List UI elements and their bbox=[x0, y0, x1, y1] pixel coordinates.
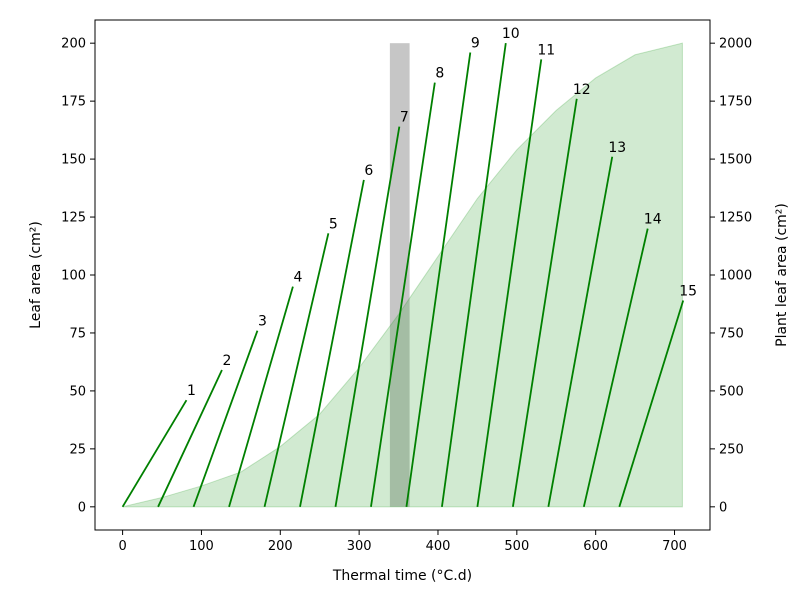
y-tick-label: 50 bbox=[69, 384, 86, 399]
leaf-label-2: 2 bbox=[222, 353, 231, 369]
leaf-line-14 bbox=[582, 228, 649, 508]
x-tick-label: 100 bbox=[189, 539, 214, 554]
leaf-line-9 bbox=[405, 52, 472, 507]
leaf-label-6: 6 bbox=[364, 163, 373, 179]
x-tick-label: 600 bbox=[583, 539, 608, 554]
leaf-label-8: 8 bbox=[435, 66, 444, 82]
leaf-label-9: 9 bbox=[471, 35, 480, 51]
y-tick-label: 25 bbox=[69, 442, 86, 457]
y2-tick-label: 1750 bbox=[719, 95, 752, 110]
y2-tick-label: 1500 bbox=[719, 153, 752, 168]
leaf-line-6 bbox=[299, 179, 365, 507]
y-tick-label: 200 bbox=[61, 37, 86, 52]
y2-tick-label: 2000 bbox=[719, 37, 752, 52]
plant-leaf-area-fill bbox=[122, 42, 683, 508]
y-axis-label: Leaf area (cm²) bbox=[28, 221, 44, 329]
y2-axis-label: Plant leaf area (cm²) bbox=[774, 203, 790, 347]
leaf-line-3 bbox=[192, 330, 259, 508]
leaf-label-7: 7 bbox=[400, 110, 409, 126]
y2-tick-label: 250 bbox=[719, 442, 744, 457]
x-tick-label: 200 bbox=[268, 539, 293, 554]
y2-tick-label: 750 bbox=[719, 326, 744, 341]
leaf-line-4 bbox=[228, 286, 294, 508]
leaf-label-14: 14 bbox=[644, 212, 662, 228]
y-tick-label: 125 bbox=[61, 211, 86, 226]
x-tick-label: 500 bbox=[504, 539, 529, 554]
x-tick-label: 0 bbox=[118, 539, 126, 554]
leaf-label-3: 3 bbox=[258, 314, 267, 330]
leaf-label-4: 4 bbox=[293, 270, 302, 286]
x-tick-label: 400 bbox=[426, 539, 451, 554]
y2-tick-label: 1250 bbox=[719, 211, 752, 226]
leaf-line-5 bbox=[263, 233, 330, 508]
highlight-band-layer bbox=[389, 43, 410, 507]
y2-tick-label: 500 bbox=[719, 384, 744, 399]
y-tick-label: 150 bbox=[61, 153, 86, 168]
leaf-line-7 bbox=[334, 126, 401, 507]
leaf-line-2 bbox=[157, 369, 223, 508]
x-tick-label: 300 bbox=[347, 539, 372, 554]
leaf-label-5: 5 bbox=[329, 216, 338, 232]
y2-tick-label: 0 bbox=[719, 500, 727, 515]
leaf-line-15 bbox=[618, 300, 685, 508]
leaf-label-15: 15 bbox=[679, 284, 697, 300]
plant-leaf-area-layer bbox=[122, 42, 683, 508]
leaf-line-13 bbox=[547, 156, 614, 507]
y-tick-label: 0 bbox=[78, 500, 86, 515]
y-tick-label: 175 bbox=[61, 95, 86, 110]
y-tick-label: 75 bbox=[69, 326, 86, 341]
leaf-line-10 bbox=[441, 43, 507, 507]
x-tick-label: 700 bbox=[662, 539, 687, 554]
y2-tick-label: 1000 bbox=[719, 269, 752, 284]
leaf-line-12 bbox=[511, 98, 578, 507]
leaf-label-11: 11 bbox=[537, 42, 555, 58]
leaf-line-11 bbox=[476, 59, 543, 507]
leaf-label-13: 13 bbox=[608, 140, 626, 156]
leaf-label-10: 10 bbox=[502, 26, 520, 42]
leaf-label-1: 1 bbox=[187, 383, 196, 399]
highlight-band bbox=[389, 43, 410, 507]
x-axis-label: Thermal time (°C.d) bbox=[332, 568, 472, 584]
leaf-line-1 bbox=[121, 399, 188, 508]
y-tick-label: 100 bbox=[61, 269, 86, 284]
leaf-line-8 bbox=[370, 82, 436, 507]
axes-layer: 0 100 200 300 400 500 600 700025507510012515017… bbox=[61, 19, 752, 554]
leaf-label-12: 12 bbox=[573, 82, 591, 98]
